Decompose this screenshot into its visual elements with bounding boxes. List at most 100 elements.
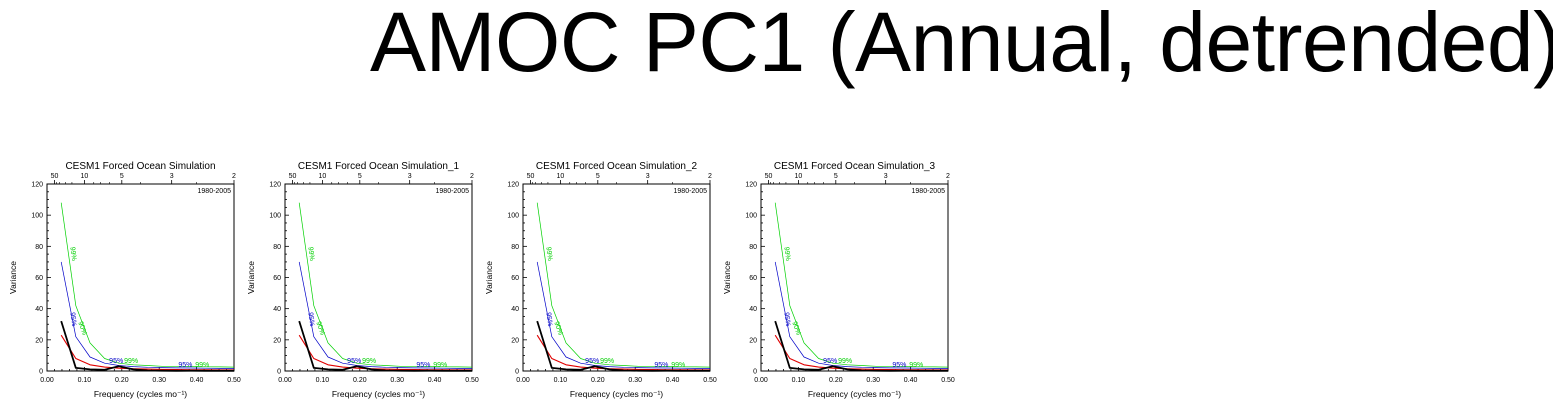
x-axis-label: Frequency (cycles mo⁻¹) [332,389,425,399]
y-tick-label: 80 [749,244,757,251]
y-tick-label: 60 [749,275,757,282]
top-axis-tick-label: 5 [834,173,838,180]
x-tick-label: 0.40 [428,377,442,384]
x-tick-label: 0.20 [115,377,129,384]
series-line-ci99 [774,202,949,368]
confidence-label: 99% [909,362,923,369]
y-tick-label: 100 [269,213,281,220]
confidence-label: 95% [178,362,192,369]
y-tick-label: 40 [273,306,281,313]
confidence-label: 90% [314,321,325,337]
period-label: 1980-2005 [198,188,232,195]
y-axis-label: Variance [246,261,256,294]
confidence-label: 99% [306,246,315,261]
top-axis-tick-label: 50 [527,173,535,180]
chart-title: CESM1 Forced Ocean Simulation [65,161,215,172]
y-tick-label: 80 [273,244,281,251]
x-tick-label: 0.40 [190,377,204,384]
plot-frame [522,183,711,372]
x-tick-label: 0.20 [591,377,605,384]
top-axis-tick-label: 2 [946,173,950,180]
period-label: 1980-2005 [674,188,708,195]
x-axis-label: Frequency (cycles mo⁻¹) [808,389,901,399]
x-axis-label: Frequency (cycles mo⁻¹) [94,389,187,399]
y-tick-label: 0 [515,369,519,376]
series-line-spectrum [60,320,234,372]
series-line-ci95 [536,261,711,369]
top-axis-tick-label: 10 [319,173,327,180]
y-tick-label: 0 [39,369,43,376]
series-line-ci99 [60,202,235,368]
series-line-red_noise [298,334,472,371]
x-tick-label: 0.10 [316,377,330,384]
chart-title: CESM1 Forced Ocean Simulation_1 [298,161,460,172]
plot-frame [760,183,949,372]
y-tick-label: 40 [35,306,43,313]
x-tick-label: 0.40 [904,377,918,384]
confidence-label: 95% [782,312,791,327]
x-axis-label: Frequency (cycles mo⁻¹) [570,389,663,399]
x-tick-label: 0.30 [152,377,166,384]
top-axis-tick-label: 50 [51,173,59,180]
y-tick-label: 120 [745,182,757,189]
top-axis-tick-label: 3 [884,173,888,180]
confidence-label: 95% [416,362,430,369]
page-title: AMOC PC1 (Annual, detrended) [370,0,1553,89]
confidence-label: 99% [600,358,614,365]
y-tick-label: 20 [749,337,757,344]
confidence-label: 95% [892,362,906,369]
chart-title: CESM1 Forced Ocean Simulation_3 [774,161,936,172]
y-tick-label: 60 [35,275,43,282]
confidence-label: 95% [109,358,123,365]
confidence-label: 99% [195,362,209,369]
confidence-label: 90% [552,321,563,337]
top-axis-tick-label: 3 [170,173,174,180]
chart-panel-3: CESM1 Forced Ocean Simulation_2 1980-2005… [484,161,717,399]
plot-frame [284,183,473,372]
confidence-label: 95% [68,312,77,327]
x-tick-label: 0.30 [866,377,880,384]
top-axis-tick-label: 2 [232,173,236,180]
y-tick-label: 120 [507,182,519,189]
plot-frame [46,183,235,372]
confidence-label: 90% [76,321,87,337]
y-tick-label: 60 [273,275,281,282]
series-line-red_noise [536,334,710,371]
x-tick-label: 0.00 [754,377,768,384]
x-tick-label: 0.50 [941,377,955,384]
y-tick-label: 20 [35,337,43,344]
top-axis-tick-label: 50 [289,173,297,180]
y-tick-label: 60 [511,275,519,282]
y-tick-label: 120 [269,182,281,189]
x-tick-label: 0.40 [666,377,680,384]
x-tick-label: 0.30 [628,377,642,384]
confidence-label: 95% [306,312,315,327]
y-tick-label: 100 [745,213,757,220]
confidence-label: 99% [838,358,852,365]
y-tick-label: 80 [511,244,519,251]
confidence-label: 99% [433,362,447,369]
y-tick-label: 100 [31,213,43,220]
top-axis-tick-label: 10 [557,173,565,180]
y-tick-label: 20 [511,337,519,344]
top-axis-tick-label: 2 [708,173,712,180]
y-axis-label: Variance [484,261,494,294]
y-tick-label: 100 [507,213,519,220]
chart-panel-1: CESM1 Forced Ocean Simulation 1980-2005 0.… [8,161,241,399]
top-axis-tick-label: 2 [470,173,474,180]
confidence-label: 95% [347,358,361,365]
confidence-label: 95% [585,358,599,365]
x-tick-label: 0.00 [40,377,54,384]
chart-title: CESM1 Forced Ocean Simulation_2 [536,161,698,172]
y-tick-label: 0 [753,369,757,376]
x-tick-label: 0.00 [278,377,292,384]
y-tick-label: 0 [277,369,281,376]
series-line-spectrum [536,320,710,372]
series-line-ci95 [60,261,235,369]
confidence-label: 95% [544,312,553,327]
confidence-label: 99% [782,246,791,261]
y-tick-label: 20 [273,337,281,344]
series-line-spectrum [774,320,948,372]
period-label: 1980-2005 [912,188,946,195]
x-tick-label: 0.50 [465,377,479,384]
